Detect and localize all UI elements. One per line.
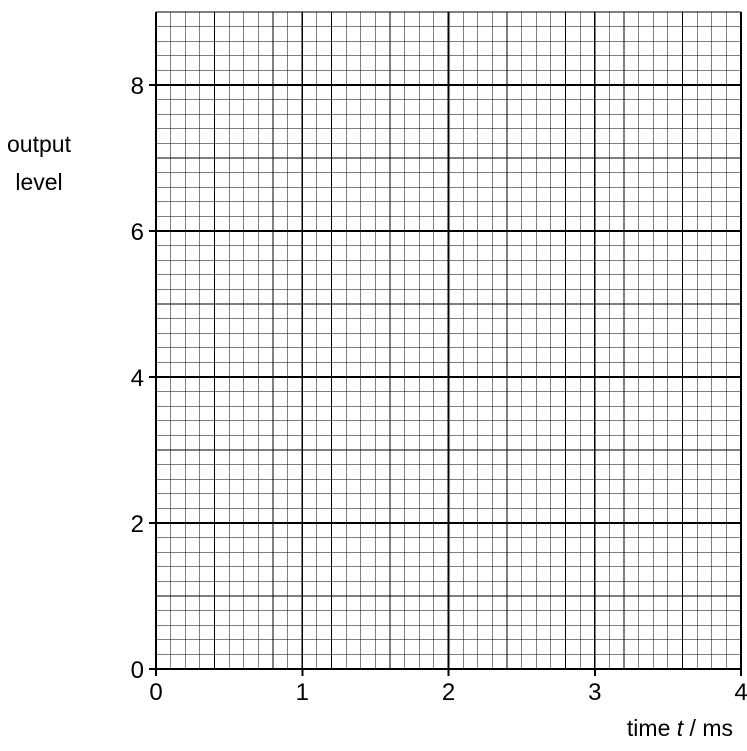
x-tick-label: 4	[734, 679, 747, 706]
y-tick-label: 4	[131, 365, 144, 392]
y-tick-label: 2	[131, 511, 144, 538]
y-tick-label: 0	[131, 657, 144, 684]
x-tick-label: 0	[149, 679, 162, 706]
tick-labels: 0 1 2 3 4 0 2 4 6 8	[131, 73, 747, 706]
x-tick-label: 2	[442, 679, 455, 706]
x-axis-label: time t / ms	[627, 715, 733, 742]
ticks	[149, 84, 742, 676]
y-tick-label: 6	[131, 219, 144, 246]
x-axis-label-unit: / ms	[683, 715, 733, 741]
y-axis-label-line1: output	[7, 131, 71, 157]
x-tick-label: 1	[296, 679, 309, 706]
x-axis-label-variable: t	[676, 715, 684, 741]
x-tick-label: 3	[588, 679, 601, 706]
x-axis-label-prefix: time	[626, 715, 677, 741]
y-tick-label: 8	[131, 73, 144, 100]
y-axis-label-line2: level	[15, 169, 63, 195]
